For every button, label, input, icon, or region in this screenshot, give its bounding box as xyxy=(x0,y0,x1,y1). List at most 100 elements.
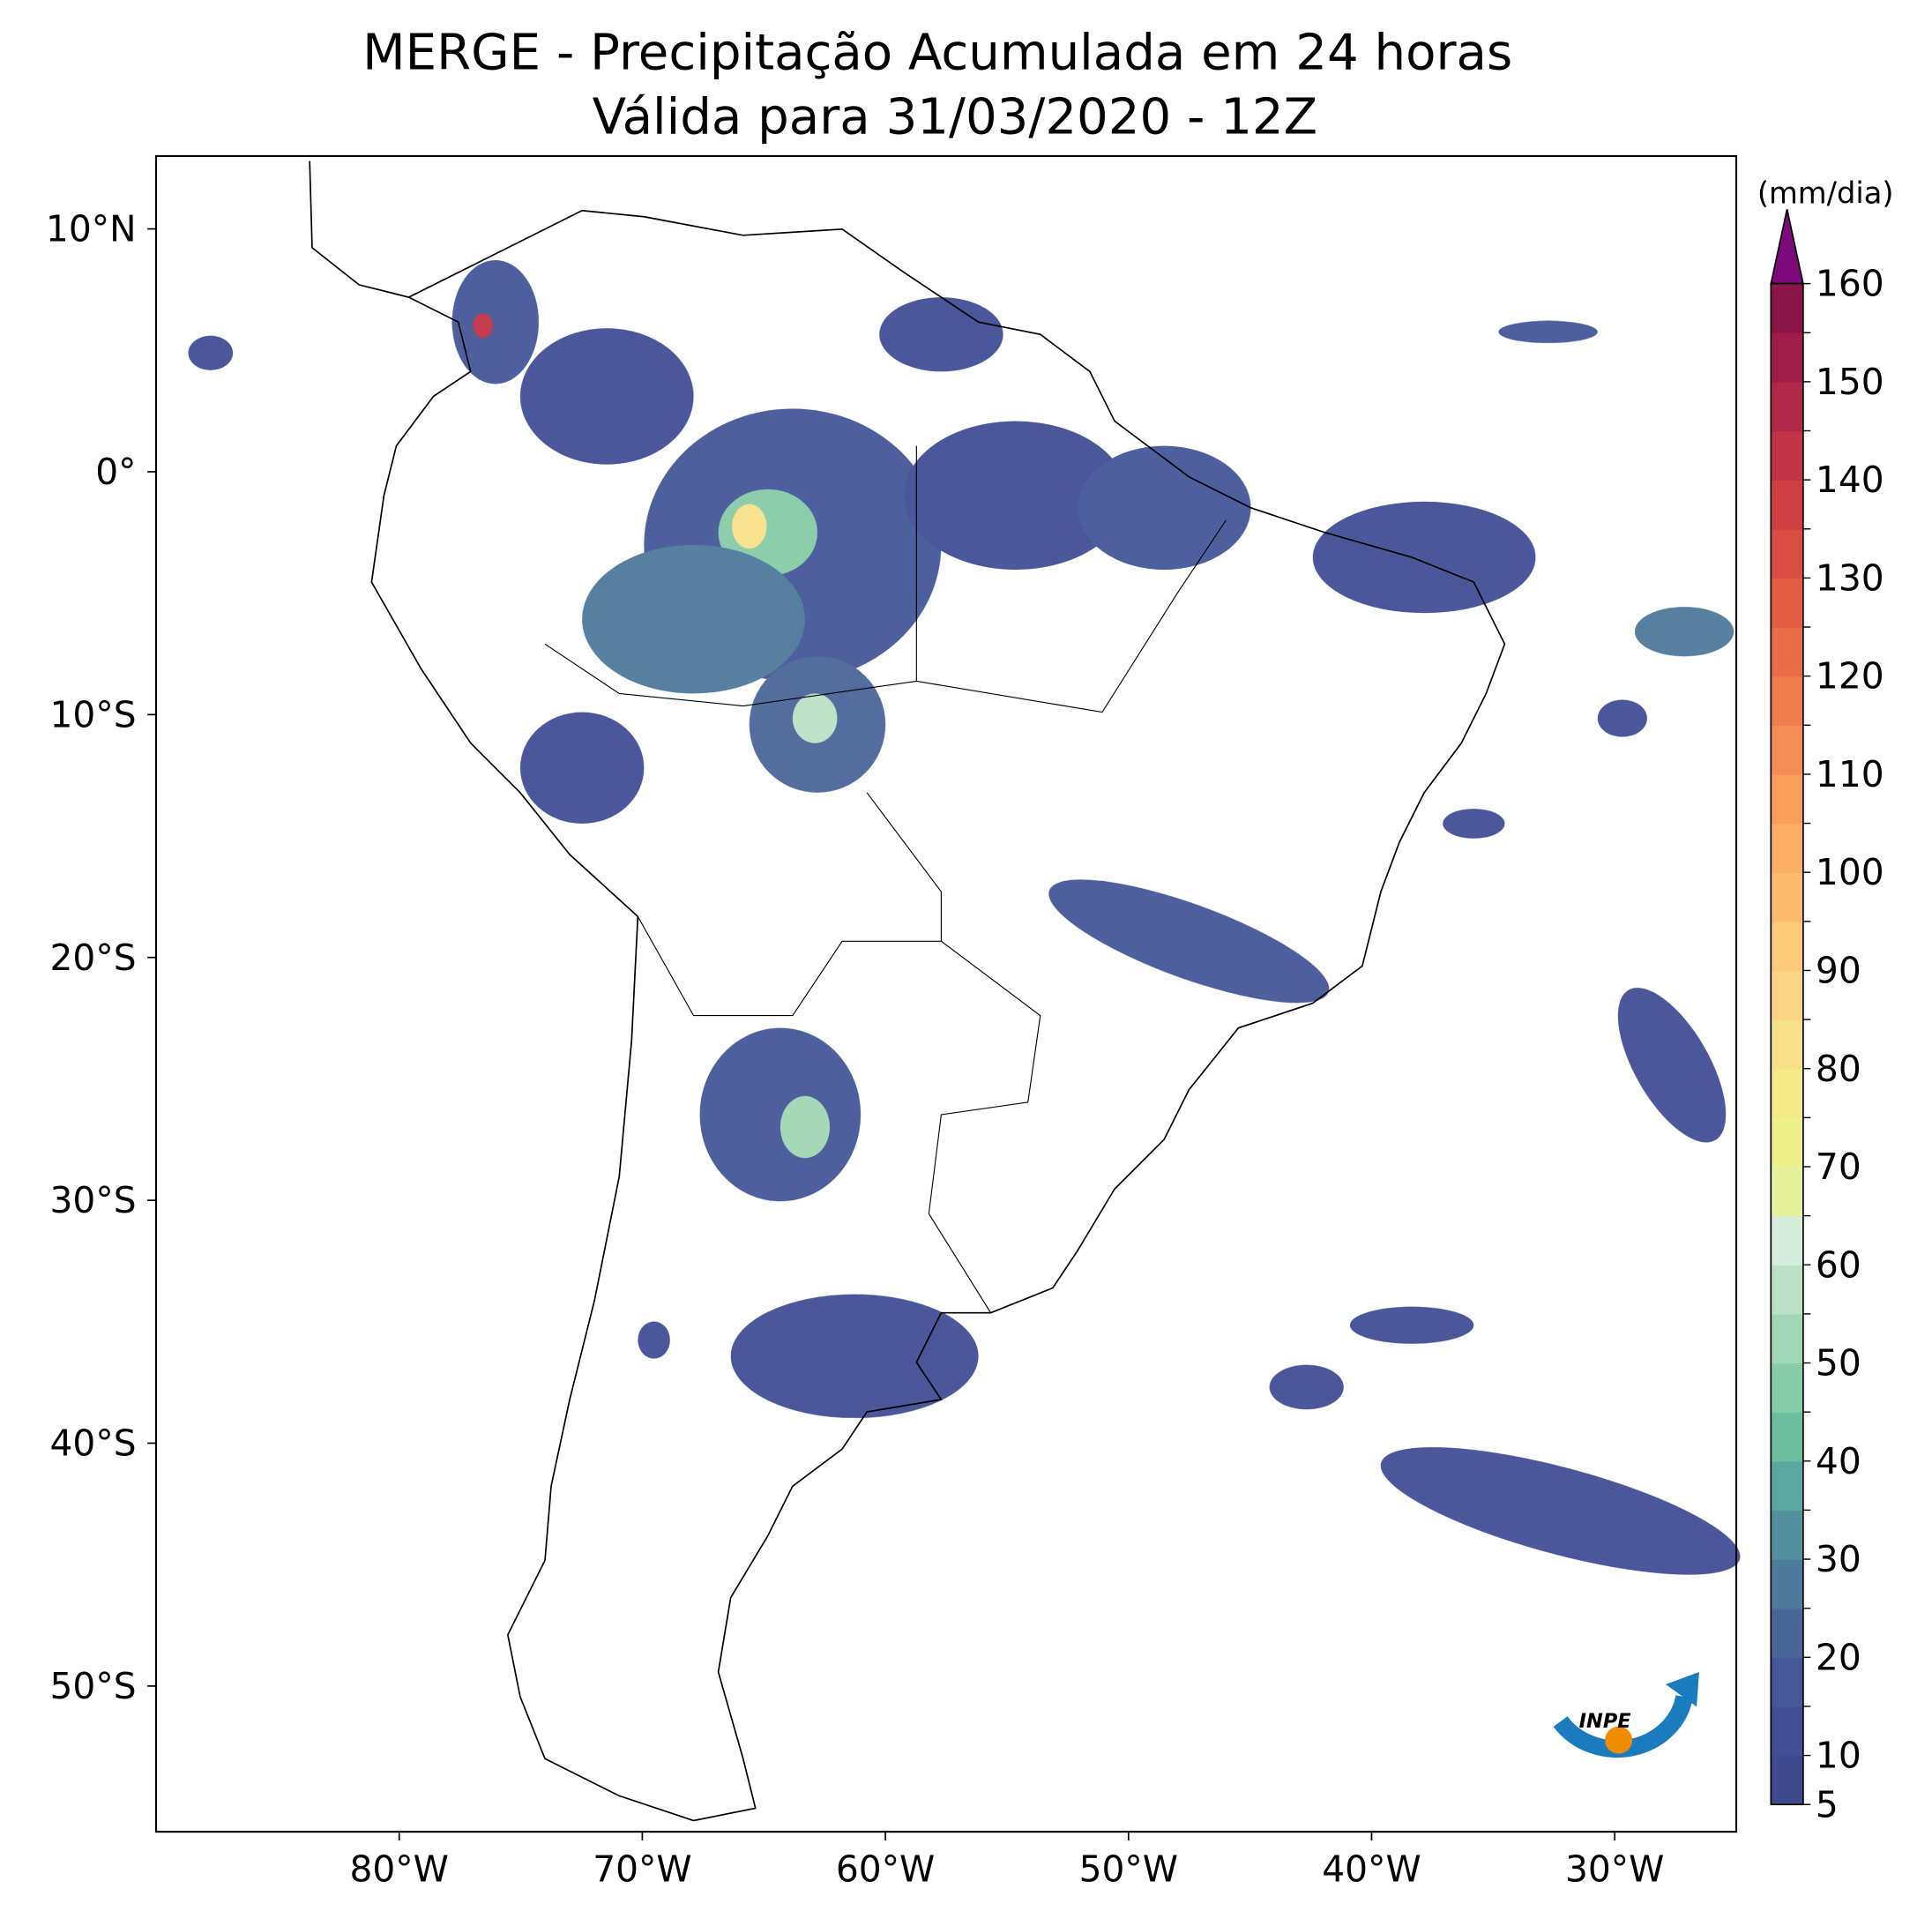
rain-area xyxy=(1048,879,1330,1004)
inpe-logo: INPE xyxy=(1553,1671,1699,1758)
colorbar-band xyxy=(1771,773,1803,825)
rain-area xyxy=(1349,1306,1474,1344)
rain-area xyxy=(780,1095,831,1159)
map-frame xyxy=(154,154,1738,1833)
colorbar-band xyxy=(1771,627,1803,677)
colorbar-band xyxy=(1771,1608,1803,1659)
borders xyxy=(544,445,1227,1313)
rain-area xyxy=(732,504,767,549)
y-tick-label: 50°S xyxy=(50,1665,137,1707)
colorbar-band xyxy=(1771,1215,1803,1265)
colorbar-band xyxy=(1771,921,1803,972)
rain-area xyxy=(904,421,1128,571)
colorbar-tick-label: 70 xyxy=(1816,1146,1861,1188)
colorbar-band xyxy=(1771,332,1803,383)
title-line: MERGE - Precipitação Acumulada em 24 hor… xyxy=(362,25,1512,82)
y-tick-label: 40°S xyxy=(50,1422,137,1465)
rain-area xyxy=(473,313,494,339)
colorbar-band xyxy=(1771,1068,1803,1119)
rain-area xyxy=(582,544,805,694)
colorbar-tick-label: 50 xyxy=(1816,1342,1861,1385)
colorbar-band xyxy=(1771,480,1803,530)
x-tick-label: 70°W xyxy=(593,1848,691,1890)
colorbar-tick-label: 160 xyxy=(1816,263,1884,305)
colorbar-band xyxy=(1771,1706,1803,1757)
rain-area xyxy=(792,693,838,743)
colorbar-tick-label: 20 xyxy=(1816,1636,1861,1678)
rain-area xyxy=(519,712,645,824)
colorbar-label: (mm/dia) xyxy=(1757,175,1894,210)
colorbar-band xyxy=(1771,381,1803,432)
y-tick-label: 10°S xyxy=(50,693,137,735)
rain-area xyxy=(879,297,1003,372)
rain-area xyxy=(1617,988,1727,1143)
colorbar-band xyxy=(1771,1559,1803,1609)
rain-area xyxy=(519,328,694,465)
colorbar-band xyxy=(1771,283,1803,333)
colorbar-band xyxy=(1771,872,1803,922)
colorbar-extend xyxy=(1770,209,1804,285)
rain-area xyxy=(638,1321,670,1359)
title-line: Válida para 31/03/2020 - 12Z xyxy=(593,89,1318,146)
rain-area xyxy=(1443,809,1505,839)
x-tick-label: 80°W xyxy=(349,1848,448,1890)
colorbar-frame xyxy=(1770,282,1804,1806)
colorbar-tick-label: 130 xyxy=(1816,556,1884,599)
logo-text: INPE xyxy=(1579,1710,1632,1733)
colorbar-tick-label: 140 xyxy=(1816,459,1884,501)
rain-area xyxy=(699,1027,862,1202)
colorbar-band xyxy=(1771,1755,1803,1805)
rain-area xyxy=(451,259,539,384)
x-tick-label: 60°W xyxy=(836,1848,935,1890)
colorbar-band xyxy=(1771,1510,1803,1560)
colorbar-band xyxy=(1771,1265,1803,1315)
colorbar-tick-label: 40 xyxy=(1816,1440,1861,1482)
colorbar-tick-label: 100 xyxy=(1816,851,1884,893)
logo-dot xyxy=(1605,1726,1633,1754)
rain-area xyxy=(1269,1364,1344,1410)
colorbar-band xyxy=(1771,1460,1803,1512)
colorbar-band xyxy=(1771,970,1803,1020)
colorbar-band xyxy=(1771,1657,1803,1707)
colorbar-tick-label: 110 xyxy=(1816,753,1884,795)
colorbar-band xyxy=(1771,1117,1803,1168)
colorbar-band xyxy=(1771,676,1803,727)
precipitation xyxy=(188,259,1741,1575)
colorbar-band xyxy=(1771,725,1803,775)
rain-area xyxy=(1380,1447,1741,1575)
rain-area xyxy=(1077,445,1251,571)
colorbar-tick-label: 30 xyxy=(1816,1538,1861,1580)
y-tick-label: 30°S xyxy=(50,1179,137,1221)
rain-area xyxy=(1312,501,1536,614)
y-tick-label: 0° xyxy=(95,451,136,493)
colorbar-band xyxy=(1771,823,1803,873)
colorbar-band xyxy=(1771,528,1803,579)
colorbar-band xyxy=(1771,1166,1803,1217)
colorbar-band xyxy=(1771,1019,1803,1070)
x-tick-label: 30°W xyxy=(1565,1848,1664,1890)
colorbar-tick-label: 120 xyxy=(1816,655,1884,698)
colorbar-band xyxy=(1771,578,1803,628)
colorbar-band xyxy=(1771,1362,1803,1413)
logo-arc xyxy=(1553,1695,1693,1758)
colorbar-tick-label: 10 xyxy=(1816,1735,1861,1777)
colorbar-tick-label: 150 xyxy=(1816,361,1884,403)
y-tick-label: 20°S xyxy=(50,937,137,979)
colorbar-tick-label: 80 xyxy=(1816,1048,1861,1090)
x-tick-label: 40°W xyxy=(1322,1848,1421,1890)
rain-area xyxy=(1597,699,1647,737)
rain-area xyxy=(1634,607,1734,657)
y-tick-label: 10°N xyxy=(46,208,137,250)
rain-area xyxy=(730,1294,979,1419)
colorbar-tick-label: 5 xyxy=(1816,1783,1839,1825)
colorbar-band xyxy=(1771,1313,1803,1364)
rain-area xyxy=(188,335,234,370)
coastline xyxy=(309,160,1506,1822)
rain-area xyxy=(1498,320,1598,344)
colorbar-band xyxy=(1771,430,1803,481)
colorbar-band xyxy=(1771,1412,1803,1462)
x-tick-label: 50°W xyxy=(1079,1848,1178,1890)
colorbar-tick-label: 90 xyxy=(1816,950,1861,992)
